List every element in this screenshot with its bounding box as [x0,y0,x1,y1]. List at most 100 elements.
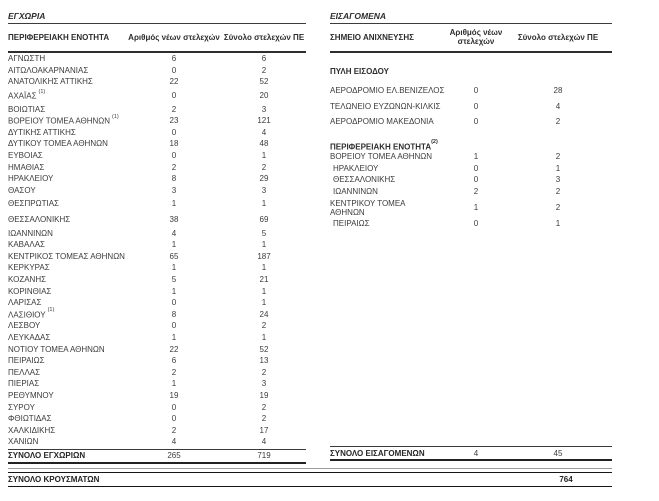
imported-table-body: ΠΥΛΗ ΕΙΣΟΔΟΥ ΑΕΡΟΔΡΟΜΙΟ ΕΛ.ΒΕΝΙΖΕΛΟΣ 0 28 ΤΕ… [330,53,612,230]
row-label: ΔΥΤΙΚΗΣ ΑΤΤΙΚΗΣ [8,128,126,137]
new-strains-value: 2 [171,425,177,435]
table-row: ΒΟΡΕΙΟΥ ΤΟΜΕΑ ΑΘΗΝΩΝ 1 2 [330,151,612,163]
table-row: ΒΟΡΕΙΟΥ ΤΟΜΕΑ ΑΘΗΝΩΝ(1) 23 121 [8,113,306,127]
total-strains-value: 3 [261,185,267,195]
new-strains-value: 22 [169,344,179,354]
row-label: ΑΓΝΩΣΤΗ [8,54,126,63]
domestic-total-row: ΣΥΝΟΛΟ ΕΓΧΩΡΙΩΝ 265 719 [8,448,306,464]
total-strains-value: 187 [257,251,271,261]
row-label: ΑΕΡΟΔΡΟΜΙΟ ΜΑΚΕΔΟΝΙΑ [330,117,448,126]
domestic-total-new-value: 265 [167,451,181,461]
row-label-text: ΑΓΝΩΣΤΗ [8,54,46,64]
row-label: ΠΕΛΛΑΣ [8,368,126,377]
total-strains-value: 21 [259,274,269,284]
table-row: ΛΕΥΚΑΔΑΣ 1 1 [8,332,306,344]
row-label-text: ΠΙΕΡΙΑΣ [8,379,40,389]
total-strains-value: 1 [555,163,561,173]
table-row: ΔΥΤΙΚΗΣ ΑΤΤΙΚΗΣ 0 4 [8,127,306,139]
row-label: ΛΑΡΙΣΑΣ [8,298,126,307]
row-label: ΧΑΝΙΩΝ [8,437,126,446]
row-label: ΗΡΑΚΛΕΙΟΥ [330,164,448,173]
row-label-text: ΗΡΑΚΛΕΙΟΥ [333,163,379,173]
row-label: ΑΙΤΩΛΟΑΚΑΡΝΑΝΙΑΣ [8,66,126,75]
row-label: ΒΟΙΩΤΙΑΣ [8,105,126,114]
table-row: ΛΑΡΙΣΑΣ 0 1 [8,297,306,309]
new-strains-value: 38 [169,215,179,225]
row-label-text: ΛΑΣΙΘΙΟΥ [8,310,46,320]
table-row: ΚΕΝΤΡΙΚΟΣ ΤΟΜΕΑΣ ΑΘΗΝΩΝ 65 187 [8,251,306,263]
table-row: ΑΧΑΪΑΣ(1) 0 20 [8,88,306,104]
new-strains-value: 4 [171,437,177,447]
row-label: ΑΧΑΪΑΣ(1) [8,89,126,101]
total-strains-value: 48 [259,139,269,149]
new-strains-value: 2 [171,162,177,172]
grand-total-value: 764 [559,475,573,484]
total-strains-value: 4 [555,101,561,111]
row-label: ΚΕΡΚΥΡΑΣ [8,263,126,272]
row-label: ΘΕΣΣΑΛΟΝΙΚΗΣ [330,175,448,184]
table-row: ΚΟΖΑΝΗΣ 5 21 [8,274,306,286]
row-label: ΠΕΙΡΑΙΩΣ [8,356,126,365]
new-strains-value: 8 [171,309,177,319]
row-label-text: ΤΕΛΩΝΕΙΟ ΕΥΖΩΝΩΝ-ΚΙΛΚΙΣ [330,101,441,111]
total-strains-value: 29 [259,174,269,184]
row-label-text: ΒΟΙΩΤΙΑΣ [8,104,46,114]
total-strains-value: 1 [555,219,561,229]
footnote-marker: (1) [47,307,55,314]
total-strains-value: 4 [261,127,267,137]
new-strains-value: 18 [169,139,179,149]
column-header-total-strains: Σύνολο στελεχών ΠΕ [223,32,305,42]
row-label-text: ΗΜΑΘΙΑΣ [8,162,45,172]
total-strains-value: 1 [261,199,267,209]
row-label-text: ΗΡΑΚΛΕΙΟΥ [8,174,54,184]
table-row: ΤΕΛΩΝΕΙΟ ΕΥΖΩΝΩΝ-ΚΙΛΚΙΣ 0 4 [330,99,612,115]
row-label: ΕΥΒΟΙΑΣ [8,151,126,160]
imported-table-title: ΕΙΣΑΓΟΜΕΝΑ [330,10,612,24]
column-header-new-strains: Αριθμός νέων στελεχών [449,28,503,46]
row-label-text: ΚΕΝΤΡΙΚΟΣ ΤΟΜΕΑΣ ΑΘΗΝΩΝ [8,251,125,261]
total-strains-value: 4 [261,437,267,447]
row-label: ΙΩΑΝΝΙΝΩΝ [8,229,126,238]
footnote-marker: (1) [112,113,119,120]
row-label: ΠΕΙΡΑΙΩΣ [330,219,448,228]
total-strains-value: 2 [261,402,267,412]
row-label-text: ΚΑΒΑΛΑΣ [8,240,45,250]
row-label: ΛΑΣΙΘΙΟΥ(1) [8,307,126,320]
new-strains-value: 0 [473,117,479,127]
row-label-text: ΧΑΛΚΙΔΙΚΗΣ [8,425,56,435]
new-strains-value: 0 [473,86,479,96]
table-row: ΠΕΙΡΑΙΩΣ 0 1 [330,218,612,230]
grand-total-row: ΣΥΝΟΛΟ ΚΡΟΥΣΜΑΤΩΝ 764 [8,472,612,487]
row-label-text: ΧΑΝΙΩΝ [8,437,39,447]
row-label-text: ΑΕΡΟΔΡΟΜΙΟ ΜΑΚΕΔΟΝΙΑ [330,117,434,127]
new-strains-value: 2 [171,104,177,114]
row-label-text: ΘΑΣΟΥ [8,185,36,195]
row-label-text: ΣΥΡΟΥ [8,402,35,412]
table-row: ΚΟΡΙΝΘΙΑΣ 1 1 [8,285,306,297]
section-title-text: ΠΥΛΗ ΕΙΣΟΔΟΥ [330,67,389,76]
total-strains-value: 2 [261,321,267,331]
total-strains-value: 52 [259,344,269,354]
row-label: ΧΑΛΚΙΔΙΚΗΣ [8,426,126,435]
table-row: ΗΡΑΚΛΕΙΟΥ 8 29 [8,173,306,185]
new-strains-value: 0 [473,219,479,229]
row-label: ΘΕΣΠΡΩΤΙΑΣ [8,199,126,208]
new-strains-value: 6 [171,54,177,64]
column-header-region: ΠΕΡΙΦΕΡΕΙΑΚΗ ΕΝΟΤΗΤΑ [8,32,110,42]
table-row: ΑΙΤΩΛΟΑΚΑΡΝΑΝΙΑΣ 0 2 [8,65,306,77]
new-strains-value: 1 [473,203,479,213]
domestic-total-label: ΣΥΝΟΛΟ ΕΓΧΩΡΙΩΝ [8,451,86,461]
total-strains-value: 1 [261,298,267,308]
table-row: ΘΕΣΣΑΛΟΝΙΚΗΣ 0 3 [330,174,612,186]
imported-total-label: ΣΥΝΟΛΟ ΕΙΣΑΓΟΜΕΝΩΝ [330,448,425,458]
table-row: ΗΜΑΘΙΑΣ 2 2 [8,161,306,173]
table-row: ΚΑΒΑΛΑΣ 1 1 [8,239,306,251]
new-strains-value: 1 [171,286,177,296]
table-row: ΑΕΡΟΔΡΟΜΙΟ ΜΑΚΕΔΟΝΙΑ 0 2 [330,114,612,130]
new-strains-value: 4 [171,228,177,238]
new-strains-value: 0 [171,91,177,101]
new-strains-value: 2 [171,367,177,377]
row-label: ΛΕΥΚΑΔΑΣ [8,333,126,342]
row-label: ΒΟΡΕΙΟΥ ΤΟΜΕΑ ΑΘΗΝΩΝ(1) [8,113,126,126]
new-strains-value: 65 [169,251,179,261]
